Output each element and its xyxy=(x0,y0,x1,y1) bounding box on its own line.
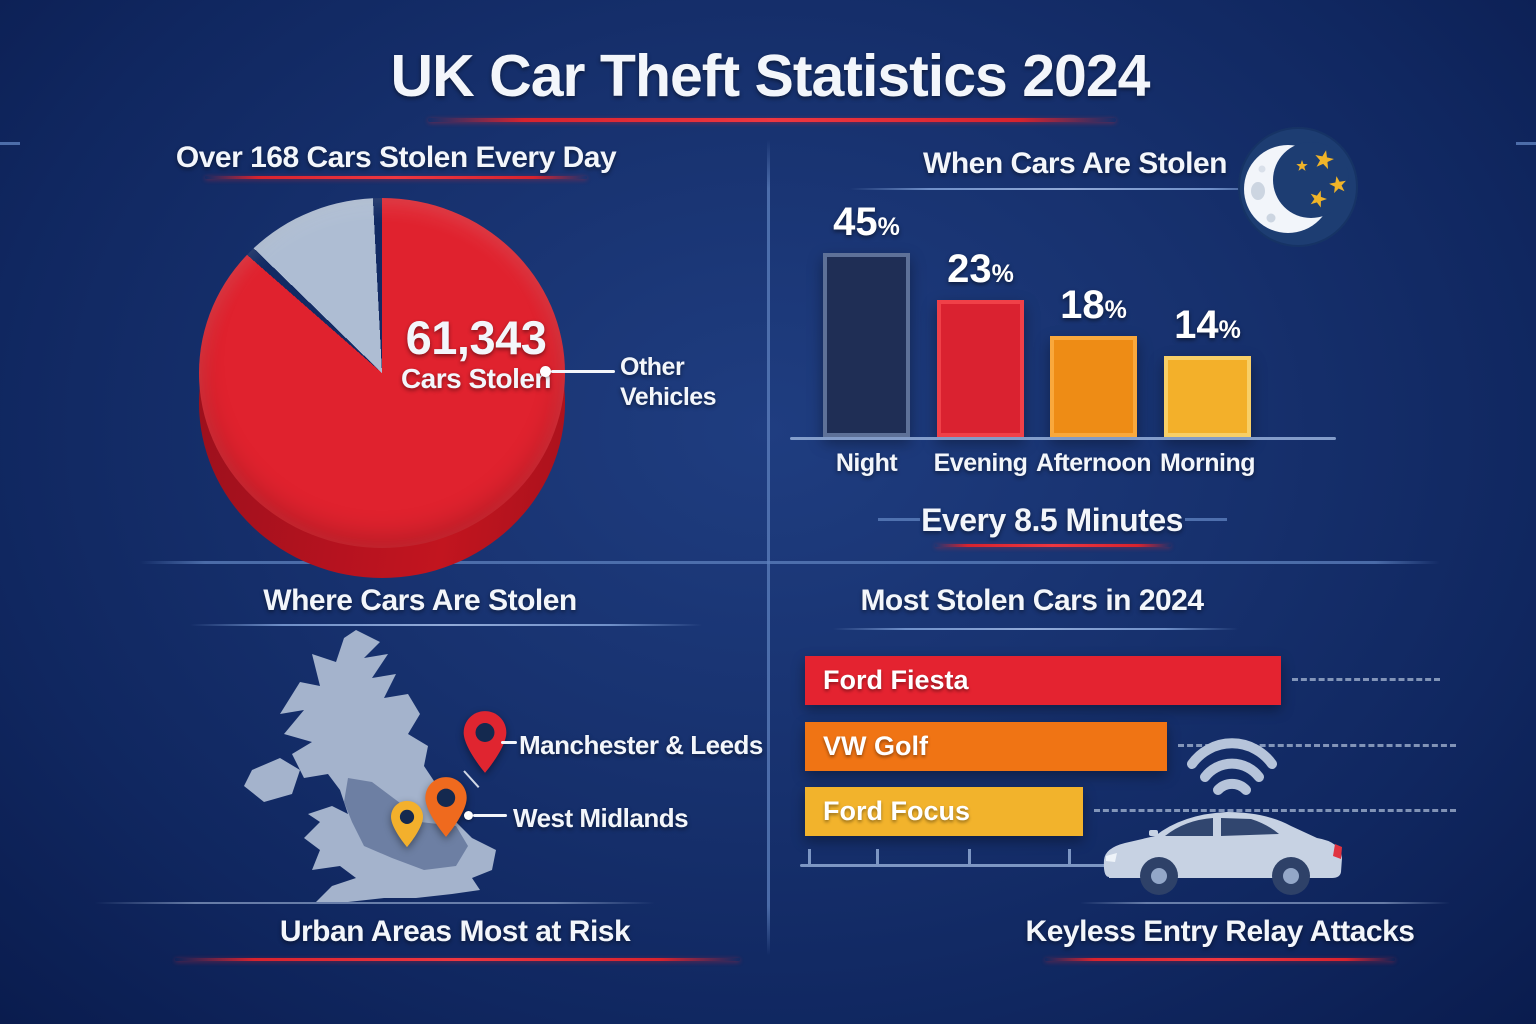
title-edge-dash-left xyxy=(0,142,20,145)
when-footer-underline xyxy=(935,544,1171,547)
axis-tick xyxy=(808,849,811,864)
where-footer-topline xyxy=(95,902,655,904)
hbar-dash-1 xyxy=(1292,678,1440,681)
where-header: Where Cars Are Stolen xyxy=(263,584,577,617)
sedan-car-icon xyxy=(1103,812,1342,895)
pin-label-west-midlands: West Midlands xyxy=(513,803,689,833)
axis-tick xyxy=(876,849,879,864)
hbar-label: VW Golf xyxy=(823,731,928,761)
daily-header-underline xyxy=(205,176,587,179)
bar-morning xyxy=(1164,356,1251,437)
when-header-underline xyxy=(850,188,1290,190)
uk-map xyxy=(244,630,496,902)
when-footer: Every 8.5 Minutes xyxy=(921,502,1183,538)
title-edge-dash-right xyxy=(1516,142,1536,145)
wifi-signal-icon xyxy=(1187,738,1277,795)
bar-group-evening: 23% Evening xyxy=(934,190,1028,477)
daily-header: Over 168 Cars Stolen Every Day xyxy=(175,141,617,174)
keyless-car-graphic xyxy=(1103,738,1342,895)
bar-group-afternoon: 18% Afternoon xyxy=(1036,190,1151,477)
bar-category-label: Morning xyxy=(1159,449,1256,477)
pie-face xyxy=(199,198,565,548)
pie-value: 61,343 xyxy=(405,311,547,364)
every-dash-left xyxy=(878,518,920,521)
pie-callout-line xyxy=(551,370,615,373)
pie-chart: 61,343 Cars Stolen xyxy=(196,196,570,588)
hbar-axis xyxy=(800,864,1110,867)
when-header: When Cars Are Stolen xyxy=(923,147,1227,180)
where-footer-underline xyxy=(175,958,740,961)
hbar-ford-focus: Ford Focus xyxy=(805,787,1083,836)
most-stolen-footer: Keyless Entry Relay Attacks xyxy=(1025,915,1415,948)
where-footer: Urban Areas Most at Risk xyxy=(279,915,631,948)
bar-value-label: 14% xyxy=(1174,303,1241,347)
star-icons xyxy=(1296,150,1346,208)
bar-value-label: 18% xyxy=(1060,283,1127,327)
northern-ireland-shape xyxy=(244,758,300,802)
most-stolen-footer-underline xyxy=(1045,958,1395,961)
where-header-underline xyxy=(190,624,702,626)
moon-icon xyxy=(1238,127,1358,247)
pie-callout-dot xyxy=(540,366,551,377)
bar-category-label: Night xyxy=(835,449,898,477)
car-ground-line xyxy=(1080,902,1450,904)
bar-category-label: Evening xyxy=(933,449,1028,477)
bar-group-night: 45% Night xyxy=(823,190,910,477)
bar-afternoon xyxy=(1050,336,1137,437)
axis-tick xyxy=(1068,849,1071,864)
bar-value-label: 45% xyxy=(833,200,900,244)
bar-category-label: Afternoon xyxy=(1036,449,1151,477)
horizontal-divider xyxy=(140,561,1440,564)
hbar-dash-3 xyxy=(1094,809,1456,812)
every-dash-right xyxy=(1185,518,1227,521)
hbar-dash-2 xyxy=(1178,744,1456,747)
vertical-divider xyxy=(767,140,770,955)
pie-value-label: Cars Stolen xyxy=(400,363,552,394)
map-pin-icon-manchester-leeds xyxy=(463,711,507,773)
most-stolen-header-underline xyxy=(833,628,1238,630)
axis-tick xyxy=(968,849,971,864)
pin-callout-dot-2 xyxy=(464,811,473,820)
pie-other-label: Other Vehicles xyxy=(620,353,717,411)
hbar-label: Ford Focus xyxy=(823,796,970,826)
when-bar-chart: 45% Night 23% Evening 18% Afternoon 14% … xyxy=(790,190,1336,477)
map-pin-icon-third xyxy=(391,800,423,848)
bar-evening xyxy=(937,300,1024,437)
most-stolen-header: Most Stolen Cars in 2024 xyxy=(860,584,1204,617)
hbar-ford-fiesta: Ford Fiesta xyxy=(805,656,1281,705)
page-title: UK Car Theft Statistics 2024 xyxy=(390,43,1151,109)
hbar-vw-golf: VW Golf xyxy=(805,722,1167,771)
hbar-label: Ford Fiesta xyxy=(823,665,969,695)
pin-callout-line-1 xyxy=(501,741,517,744)
bar-night xyxy=(823,253,910,437)
pie-center-text: 61,343 Cars Stolen xyxy=(386,314,566,396)
bar-value-label: 23% xyxy=(947,247,1014,291)
pin-label-manchester-leeds: Manchester & Leeds xyxy=(519,730,763,760)
map-pin-icon-west-midlands xyxy=(425,777,467,837)
bar-group-morning: 14% Morning xyxy=(1160,190,1256,477)
pin-callout-line-2 xyxy=(473,814,507,817)
title-underline xyxy=(428,118,1116,122)
